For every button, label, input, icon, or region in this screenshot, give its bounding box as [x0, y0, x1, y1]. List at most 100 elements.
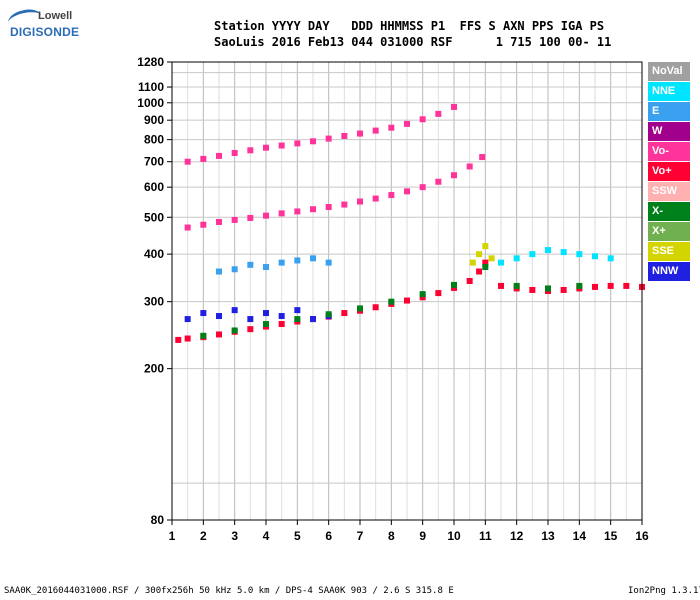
data-point-x: [451, 281, 457, 288]
data-point-vo: [310, 206, 316, 213]
data-point-vo: [476, 268, 483, 275]
data-point-vo: [451, 172, 457, 179]
data-point-vo: [372, 304, 379, 311]
data-point-x: [231, 327, 238, 334]
data-point-vo: [435, 110, 442, 117]
data-point-e: [216, 268, 222, 275]
legend-item-x: X+: [648, 222, 690, 241]
data-point-nnw: [294, 307, 301, 314]
data-point-vo: [263, 212, 269, 219]
data-point-vo: [341, 132, 348, 139]
data-point-e: [247, 261, 254, 268]
data-point-vo: [184, 224, 191, 231]
data-point-nne: [576, 251, 583, 258]
data-point-x: [576, 282, 583, 289]
data-point-vo: [404, 297, 410, 304]
data-point-vo: [479, 154, 486, 161]
data-point-e: [294, 257, 301, 264]
data-point-vo: [592, 283, 598, 290]
header-line2: SaoLuis 2016 Feb13 044 031000 RSF 1 715 …: [214, 35, 612, 49]
footer-version: Ion2Png 1.3.17: [628, 586, 700, 596]
legend-item-ssw: SSW: [648, 182, 690, 201]
data-point-vo: [357, 198, 363, 205]
x-tick-label: 4: [263, 529, 270, 543]
data-point-vo: [607, 282, 614, 289]
data-point-vo: [466, 277, 473, 284]
data-point-vo: [325, 204, 332, 211]
data-point-x: [200, 332, 207, 339]
data-points: [175, 103, 645, 343]
legend-item-sse: SSE: [648, 242, 690, 261]
x-tick-label: 9: [419, 529, 426, 543]
data-point-vo: [419, 116, 426, 123]
x-tick-label: 16: [635, 529, 649, 543]
y-tick-label: 700: [144, 155, 164, 169]
data-point-nnw: [231, 307, 238, 314]
data-point-vo: [451, 103, 457, 110]
x-tick-label: 11: [479, 529, 492, 543]
y-tick-label: 300: [144, 295, 164, 309]
data-point-vo: [341, 201, 348, 208]
data-point-vo: [200, 221, 207, 228]
legend-item-vo: Vo-: [648, 142, 690, 161]
data-point-vo: [200, 155, 207, 162]
data-point-nne: [545, 247, 551, 254]
data-point-vo: [278, 210, 285, 217]
data-point-sse: [476, 251, 483, 258]
data-point-sse: [482, 243, 489, 250]
data-point-nne: [513, 255, 520, 262]
data-point-vo: [278, 142, 285, 149]
y-tick-label: 1000: [137, 96, 164, 110]
data-point-vo: [388, 124, 395, 131]
data-point-e: [231, 266, 238, 273]
data-point-x: [482, 264, 489, 271]
y-tick-label: 600: [144, 180, 164, 194]
digisonde-logo: Lowell DIGISONDE: [6, 6, 79, 44]
data-point-nnw: [184, 316, 191, 323]
x-ticks: 1 2 3 4 5 6 7 8 9 10 11 12 13 14 15 16: [169, 520, 649, 543]
data-point-x: [325, 311, 332, 318]
legend-item-x: X-: [648, 202, 690, 221]
data-point-e: [325, 259, 332, 266]
data-point-nnw: [278, 313, 285, 320]
data-point-nnw: [200, 310, 207, 317]
data-point-x: [513, 282, 520, 289]
data-point-vo: [216, 152, 222, 159]
data-point-x: [357, 305, 363, 312]
x-tick-label: 2: [200, 529, 207, 543]
footer-file-info: SAA0K_2016044031000.RSF / 300fx256h 50 k…: [4, 586, 454, 596]
data-point-vo: [263, 144, 269, 151]
data-point-x: [263, 321, 269, 328]
data-point-vo: [310, 138, 316, 145]
x-tick-label: 10: [447, 529, 461, 543]
data-point-e: [310, 255, 316, 262]
data-point-vo: [419, 184, 426, 191]
data-point-vo: [184, 335, 191, 342]
data-point-x: [545, 285, 551, 292]
x-tick-label: 5: [294, 529, 301, 543]
data-point-vo: [498, 282, 504, 289]
data-point-nnw: [247, 316, 254, 323]
data-point-vo: [419, 294, 426, 301]
data-point-vo: [184, 158, 191, 165]
legend-item-vo: Vo+: [648, 162, 690, 181]
plot-frame: [171, 61, 643, 521]
data-point-nne: [607, 255, 614, 262]
x-tick-label: 15: [604, 529, 618, 543]
data-point-vo: [372, 195, 379, 202]
data-point-vo: [482, 259, 489, 266]
data-point-sse: [488, 255, 495, 262]
data-point-vo: [231, 149, 238, 156]
legend-item-w: W: [648, 122, 690, 141]
data-point-x: [388, 298, 395, 305]
data-point-vo: [529, 286, 536, 293]
data-point-vo: [231, 216, 238, 223]
data-point-x: [419, 291, 426, 298]
y-tick-label: 800: [144, 133, 164, 147]
data-point-vo: [294, 140, 301, 147]
data-point-sse: [469, 259, 476, 266]
y-tick-label: 500: [144, 210, 164, 224]
data-point-vo: [325, 135, 332, 142]
y-tick-label: 1100: [138, 80, 164, 94]
